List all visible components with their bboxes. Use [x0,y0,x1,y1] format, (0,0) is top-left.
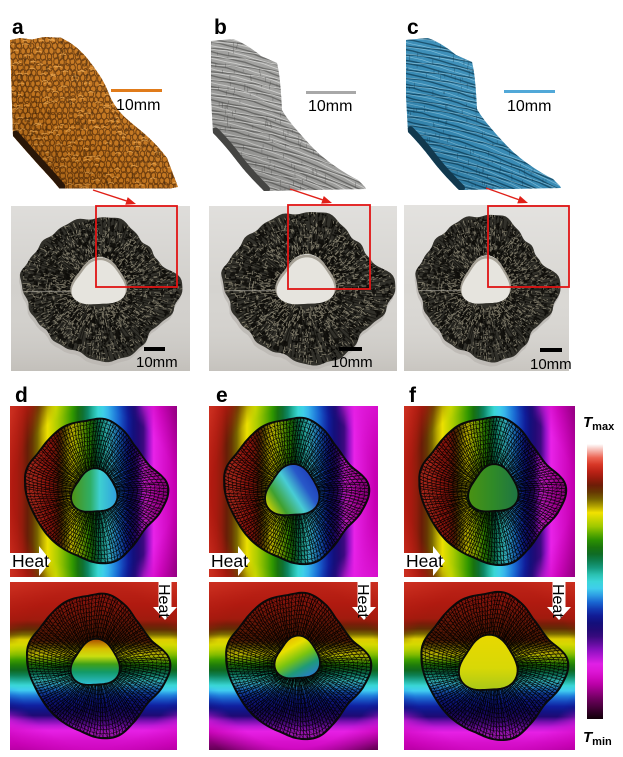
svg-text:a: a [12,16,24,39]
svg-text:c: c [407,16,419,39]
svg-text:e: e [216,384,228,407]
svg-text:b: b [214,16,227,39]
svg-text:Heat: Heat [354,584,371,618]
svg-text:Heat: Heat [549,584,566,618]
svg-text:Heat: Heat [406,551,443,571]
svg-text:Heat: Heat [12,551,49,571]
svg-text:10mm: 10mm [116,97,160,114]
svg-text:Tmin: Tmin [583,729,612,748]
svg-text:10mm: 10mm [507,98,551,115]
svg-text:Heat: Heat [155,584,172,618]
svg-text:10mm: 10mm [331,354,373,371]
svg-text:10mm: 10mm [136,354,178,371]
svg-text:Tmax: Tmax [583,414,615,433]
svg-text:10mm: 10mm [530,356,572,373]
svg-text:f: f [409,384,417,407]
svg-text:Heat: Heat [211,551,248,571]
svg-text:10mm: 10mm [308,98,352,115]
svg-text:d: d [15,384,28,407]
